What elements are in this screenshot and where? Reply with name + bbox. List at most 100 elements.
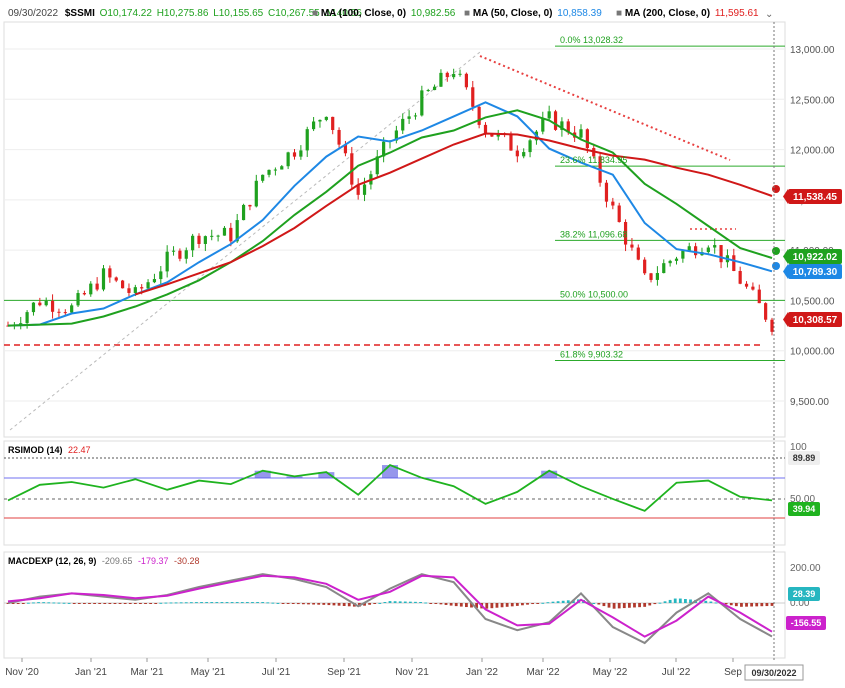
price-tick-label: 10,500.00 (790, 296, 835, 307)
macd-histogram-bar (246, 602, 249, 603)
macd-value-badge: -156.55 (786, 616, 826, 630)
macd-histogram-bar (226, 602, 229, 603)
macd-histogram-bar (766, 603, 769, 606)
macd-histogram-bar (119, 603, 122, 604)
macd-histogram-bar (368, 603, 371, 605)
candle-body (471, 87, 474, 107)
candle-body (611, 202, 614, 206)
candle-body (694, 246, 697, 255)
candle-body (528, 140, 531, 152)
macd-histogram-bar (185, 602, 188, 603)
macd-histogram-bar (149, 603, 152, 604)
candle-body (439, 73, 442, 87)
macd-histogram-bar (154, 603, 157, 604)
rsi-value-badge: 39.94 (788, 502, 820, 516)
macd-histogram-bar (455, 603, 458, 606)
candle-body (427, 90, 430, 91)
date-badge-label: 09/30/2022 (751, 668, 796, 678)
macd-histogram-bar (68, 603, 71, 604)
macd-histogram-bar (215, 602, 218, 603)
macd-histogram-bar (490, 603, 493, 608)
price-tick-label: 12,500.00 (790, 95, 835, 106)
macd-histogram-bar (73, 603, 76, 604)
macd-histogram-bar (664, 601, 667, 603)
macd-histogram-bar (159, 603, 162, 604)
candle-body (681, 251, 684, 259)
macd-histogram-bar (546, 602, 549, 603)
macd-histogram-bar (52, 602, 55, 603)
macd-histogram-bar (562, 601, 565, 603)
candle-body (115, 277, 118, 280)
macd-histogram-bar (496, 603, 499, 608)
x-tick-label: May '21 (191, 667, 226, 678)
candle-body (764, 303, 767, 320)
macd-histogram-bar (58, 603, 61, 604)
macd-histogram-bar (414, 602, 417, 603)
macd-histogram-bar (200, 602, 203, 603)
svg-text:10,308.57: 10,308.57 (793, 315, 838, 326)
macd-histogram-bar (108, 603, 111, 604)
candle-body (662, 263, 665, 273)
macd-histogram-bar (287, 603, 290, 604)
candle-body (643, 260, 646, 274)
macd-histogram-bar (445, 603, 448, 605)
macd-histogram-bar (465, 603, 468, 607)
x-tick-label: Mar '22 (526, 667, 559, 678)
candle-body (707, 248, 710, 253)
macd-histogram-bar (450, 603, 453, 606)
macd-histogram-bar (180, 602, 183, 603)
chevron-down-icon[interactable]: ⌄ (765, 9, 773, 20)
candle-body (732, 255, 735, 271)
candle-body (452, 74, 455, 77)
candle-body (255, 181, 258, 207)
macd-histogram-bar (343, 603, 346, 606)
candle-body (287, 152, 290, 166)
ma50-legend: ■ MA (50, Close, 0) 10,858.39 (464, 8, 602, 19)
candle-body (579, 129, 582, 137)
macd-histogram-bar (27, 603, 30, 604)
macd-histogram-bar (42, 602, 45, 603)
candle-body (446, 73, 449, 77)
price-axis: 13,000.0012,500.0012,000.0011,500.0011,0… (790, 45, 835, 408)
macd-histogram-bar (317, 603, 320, 605)
macd-histogram-bar (679, 599, 682, 603)
macd-histogram-bar (312, 603, 315, 605)
candle-body (758, 290, 761, 304)
svg-text:-156.55: -156.55 (791, 618, 822, 628)
macd-histogram-bar (735, 603, 738, 606)
macd-histogram-bar (37, 602, 40, 603)
candle-body (478, 107, 481, 125)
x-tick-label: Mar '21 (130, 667, 163, 678)
macd-histogram-bar (404, 602, 407, 603)
macd-histogram-bar (557, 601, 560, 603)
rsi-panel (4, 441, 785, 545)
candle-body (401, 119, 404, 131)
candle-body (38, 303, 41, 306)
candle-body (408, 116, 411, 118)
macd-histogram-bar (221, 602, 224, 603)
macd-histogram-bar (93, 603, 96, 604)
macd-histogram-bar (103, 603, 106, 604)
price-badge: 10,308.57 (783, 312, 842, 327)
candle-body (337, 130, 340, 145)
candle-body (618, 206, 621, 222)
candle-body (102, 268, 105, 289)
macd-histogram-bar (623, 603, 626, 608)
macd-histogram-bar (236, 602, 239, 603)
macd-histogram-bar (302, 603, 305, 604)
candle-body (675, 259, 678, 261)
x-tick-label: Sep '21 (327, 667, 361, 678)
rsi-upper-badge: 89.89 (788, 451, 820, 465)
fib-label: 23.6% 11,834.95 (560, 155, 627, 165)
macd-histogram-bar (170, 602, 173, 603)
rsi-legend: RSIMOD (14) 22.47 (8, 445, 91, 455)
macd-histogram-bar (277, 603, 280, 604)
fib-label: 38.2% 11,096.68 (560, 229, 627, 239)
svg-text:10,789.30: 10,789.30 (793, 267, 838, 278)
svg-text:10,922.02: 10,922.02 (793, 252, 838, 263)
macd-histogram-bar (684, 599, 687, 603)
macd-histogram-bar (322, 603, 325, 605)
macd-histogram-bar (419, 602, 422, 603)
macd-histogram-bar (63, 603, 66, 604)
price-tick-label: 10,000.00 (790, 347, 835, 358)
